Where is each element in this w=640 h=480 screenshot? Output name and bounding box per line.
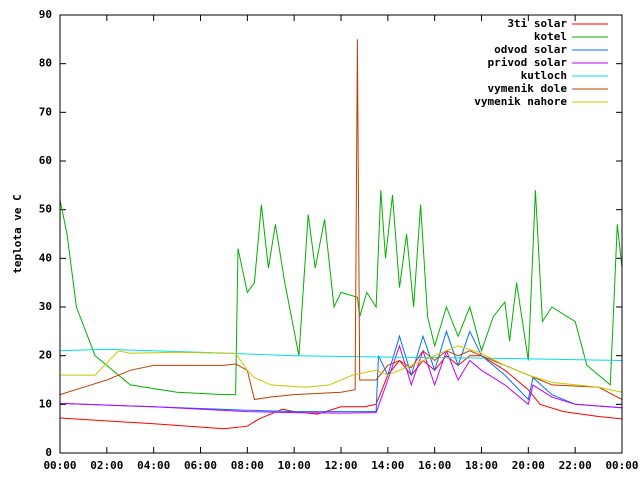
legend-label: kotel <box>534 30 567 43</box>
legend-label: vymenik nahore <box>474 95 567 108</box>
x-tick-label: 04:00 <box>137 459 170 472</box>
x-tick-label: 08:00 <box>231 459 264 472</box>
legend-label: vymenik dole <box>488 82 568 95</box>
x-tick-label: 12:00 <box>324 459 357 472</box>
y-tick-label: 60 <box>39 154 52 167</box>
series-line <box>59 329 623 413</box>
x-tick-label: 06:00 <box>184 459 217 472</box>
x-tick-label: 10:00 <box>278 459 311 472</box>
legend-label: kutloch <box>521 69 567 82</box>
y-tick-label: 50 <box>39 203 52 216</box>
series-line <box>60 345 623 393</box>
x-tick-label: 00:00 <box>43 459 76 472</box>
y-tick-label: 10 <box>39 397 52 410</box>
legend-label: 3ti solar <box>507 17 567 30</box>
y-tick-label: 30 <box>39 300 52 313</box>
series-line <box>59 348 623 361</box>
legend-label: odvod solar <box>494 43 567 56</box>
y-axis-label: teplota ve C <box>11 194 24 273</box>
y-tick-label: 70 <box>39 105 52 118</box>
x-tick-label: 16:00 <box>418 459 451 472</box>
x-tick-label: 20:00 <box>512 459 545 472</box>
y-tick-label: 20 <box>39 349 52 362</box>
x-tick-label: 00:00 <box>605 459 638 472</box>
legend-label: privod solar <box>488 56 568 69</box>
x-tick-label: 22:00 <box>559 459 592 472</box>
series-line <box>59 190 623 396</box>
x-tick-label: 02:00 <box>90 459 123 472</box>
y-tick-label: 80 <box>39 57 52 70</box>
y-tick-label: 40 <box>39 251 52 264</box>
y-tick-label: 90 <box>39 8 52 21</box>
series-line <box>59 344 623 414</box>
series-line <box>59 39 623 401</box>
x-tick-label: 14:00 <box>371 459 404 472</box>
x-tick-label: 18:00 <box>465 459 498 472</box>
plot-border <box>59 14 623 454</box>
y-tick-label: 0 <box>45 446 52 459</box>
